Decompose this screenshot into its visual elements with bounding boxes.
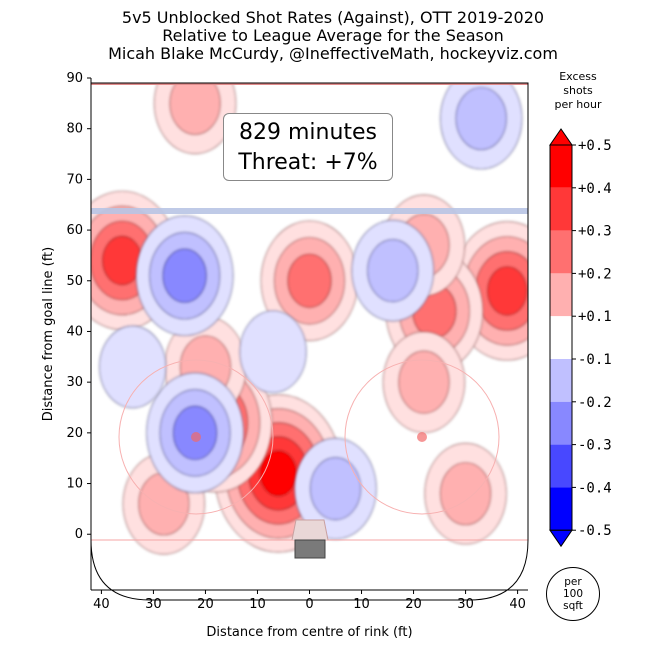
colorbar-band (550, 273, 572, 317)
x-tick-label: 20 (197, 597, 214, 612)
y-tick-label: 50 (66, 274, 83, 289)
colorbar-tick-label: -0.1 (578, 352, 612, 368)
badge-line-2: 100 (562, 588, 584, 600)
heat-hotspot (424, 442, 507, 545)
y-tick-label: 10 (66, 477, 83, 492)
badge-line-3: sqft (563, 600, 583, 612)
heatmap-layer (91, 83, 528, 555)
colorbar-band (550, 187, 572, 231)
colorbar-tick-label: +0.1 (578, 309, 612, 325)
colorbar-band (550, 145, 572, 188)
y-tick-label: 60 (66, 223, 83, 238)
rink-boards (90, 82, 529, 601)
y-tick-label: 30 (66, 375, 83, 390)
x-tick-label: 40 (509, 597, 526, 612)
colorbar-band (550, 359, 572, 402)
colorbar-band (550, 444, 572, 488)
minutes-label: 829 minutes (238, 120, 378, 145)
x-tick-label: 40 (93, 597, 110, 612)
chart-subtitle: Relative to League Average for the Seaso… (162, 26, 504, 45)
colorbar-tick-label: -0.2 (578, 395, 612, 411)
colorbar-band (550, 316, 572, 359)
y-axis-label: Distance from goal line (ft) (41, 247, 56, 421)
heat-hotspot (351, 219, 434, 322)
colorbar-tick-label: +0.3 (578, 224, 612, 240)
colorbar-tick-label: +0.4 (578, 181, 612, 197)
heat-hotspot (99, 325, 167, 409)
y-tick-label: 40 (66, 324, 83, 339)
faceoff-circle-right (344, 359, 500, 515)
chart-title: 5v5 Unblocked Shot Rates (Against), OTT … (121, 8, 545, 27)
badge-line-1: per (564, 576, 582, 588)
colorbar-tick-label: -0.5 (578, 523, 612, 539)
x-tick-label: 10 (353, 597, 370, 612)
rink-markings (91, 83, 528, 559)
x-tick-label: 30 (457, 597, 474, 612)
heat-hotspot (260, 220, 359, 341)
colorbar-title-2: shots (563, 84, 593, 97)
faceoff-dot-left (191, 432, 201, 442)
y-tick-label: 0 (75, 527, 83, 542)
colorbar-band (550, 487, 572, 531)
colorbar-title-1: Excess (559, 70, 597, 83)
crease (291, 519, 329, 541)
axes: 0 10 20 30 40 50 60 70 80 90 40 30 20 10 0 10 20 30 40 Dist… (41, 71, 528, 640)
colorbar: +0.5 +0.4 +0.3 +0.2 +0.1 -0.1 -0.2 -0.3 -0.4 -0.5 (549, 128, 612, 548)
colorbar-title-3: per hour (554, 98, 602, 111)
threat-annotation: 829 minutes Threat: +7% (223, 113, 393, 181)
colorbar-max-arrow (549, 128, 573, 146)
chart-credit: Micah Blake McCurdy, @IneffectiveMath, h… (108, 44, 558, 63)
heat-hotspot (239, 310, 307, 394)
goal-net (294, 539, 326, 559)
x-tick-label: 30 (145, 597, 162, 612)
colorbar-tick-label: -0.3 (578, 438, 612, 454)
colorbar-tick-label: -0.4 (578, 480, 612, 496)
faceoff-dot-right (417, 432, 427, 442)
blue-line (91, 208, 528, 214)
threat-label: Threat: +7% (238, 150, 378, 175)
heat-hotspot (382, 331, 466, 433)
y-tick-label: 20 (66, 426, 83, 441)
x-tick-label: 20 (405, 597, 422, 612)
heat-hotspot (294, 437, 377, 540)
unit-badge: per 100 sqft (546, 567, 600, 621)
y-tick-label: 90 (66, 71, 83, 86)
colorbar-frame (549, 144, 573, 531)
colorbar-band (550, 401, 572, 445)
colorbar-band (550, 230, 572, 274)
y-tick-label: 80 (66, 122, 83, 137)
colorbar-tick-label: +0.2 (578, 266, 612, 282)
colorbar-tick-label: +0.5 (578, 138, 612, 154)
x-tick-label: 0 (305, 597, 313, 612)
colorbar-min-arrow (549, 529, 573, 548)
heat-hotspot (135, 215, 234, 336)
x-tick-label: 10 (249, 597, 266, 612)
heat-hotspot (440, 83, 523, 170)
x-axis-label: Distance from centre of rink (ft) (206, 625, 412, 640)
faceoff-circle-left (118, 359, 274, 515)
y-tick-label: 70 (66, 172, 83, 187)
heat-hotspot (153, 83, 237, 155)
